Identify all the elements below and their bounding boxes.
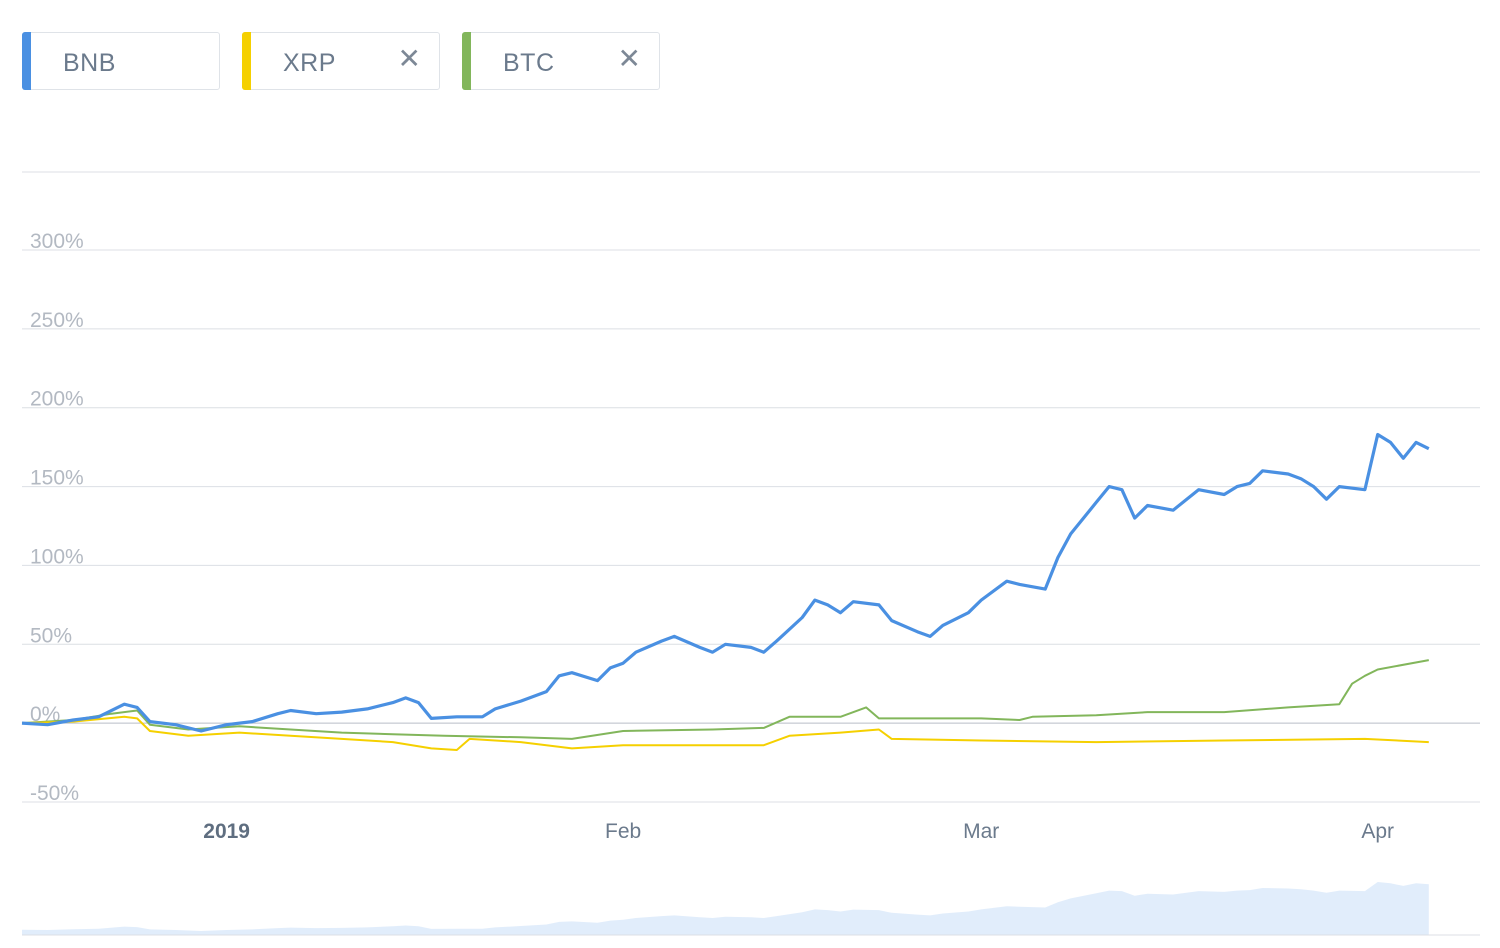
y-tick-label: 250% xyxy=(30,309,84,332)
y-tick-label: 50% xyxy=(30,624,72,647)
navigator-area xyxy=(22,882,1429,935)
chip-label: XRP xyxy=(283,49,336,77)
series-lines xyxy=(21,432,1430,751)
series-line-xrp xyxy=(21,715,1429,751)
y-tick-label: 150% xyxy=(30,467,84,490)
chip-xrp[interactable]: XRP ✕ xyxy=(242,32,440,90)
y-tick-label: 100% xyxy=(30,545,84,568)
x-tick-label: Apr xyxy=(1361,820,1394,843)
x-tick-label: Feb xyxy=(605,820,641,843)
series-line-btc xyxy=(21,659,1429,740)
close-icon[interactable]: ✕ xyxy=(397,43,421,74)
chip-label: BNB xyxy=(63,49,116,77)
y-tick-label: 200% xyxy=(30,388,84,411)
y-tick-label: 300% xyxy=(30,230,84,253)
chip-color-bar xyxy=(242,32,251,90)
x-tick-label: Mar xyxy=(963,820,999,843)
y-tick-label: -50% xyxy=(30,782,79,805)
gridlines xyxy=(22,171,1480,803)
navigator[interactable] xyxy=(22,882,1480,936)
chip-color-bar xyxy=(462,32,471,90)
chip-color-bar xyxy=(22,32,31,90)
series-line-bnb xyxy=(21,432,1430,733)
x-tick-label: 2019 xyxy=(203,820,250,843)
chip-btc[interactable]: BTC ✕ xyxy=(462,32,660,90)
chip-bnb[interactable]: BNB xyxy=(22,32,220,90)
chip-label: BTC xyxy=(503,49,555,77)
close-icon[interactable]: ✕ xyxy=(617,43,641,74)
